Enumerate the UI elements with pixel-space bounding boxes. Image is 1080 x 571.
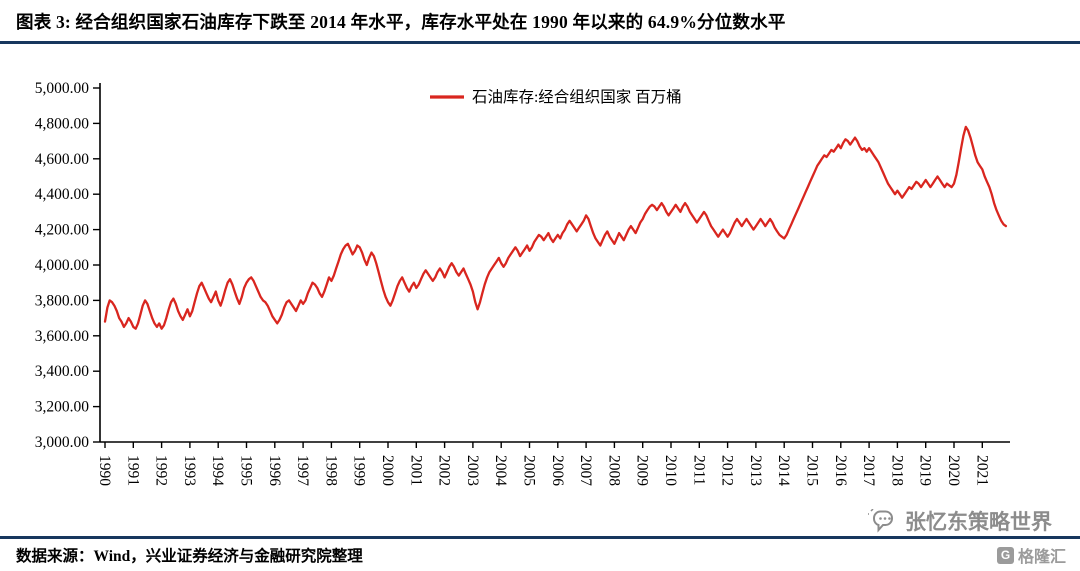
svg-text:2020: 2020 (945, 455, 962, 486)
svg-text:2018: 2018 (888, 455, 905, 486)
svg-text:1994: 1994 (209, 455, 226, 486)
svg-text:3,000.00: 3,000.00 (35, 434, 90, 451)
footer-divider (0, 536, 1080, 539)
svg-text:2008: 2008 (605, 455, 622, 486)
svg-text:1998: 1998 (322, 455, 339, 486)
svg-text:2003: 2003 (464, 455, 481, 486)
svg-text:2004: 2004 (492, 455, 509, 486)
svg-text:2017: 2017 (860, 455, 877, 486)
svg-text:3,200.00: 3,200.00 (35, 399, 90, 416)
svg-text:1995: 1995 (238, 455, 255, 486)
figure-header: 图表 3: 经合组织国家石油库存下跌至 2014 年水平，库存水平处在 1990… (0, 0, 1080, 44)
figure-footer: 数据来源：Wind，兴业证券经济与金融研究院整理 G 格隆汇 (0, 539, 1080, 571)
svg-text:4,600.00: 4,600.00 (35, 151, 90, 168)
svg-text:2013: 2013 (747, 455, 764, 486)
svg-text:2001: 2001 (407, 455, 424, 486)
svg-text:2016: 2016 (832, 455, 849, 486)
svg-text:4,000.00: 4,000.00 (35, 257, 90, 274)
svg-text:2019: 2019 (917, 455, 934, 486)
data-source: 数据来源：Wind，兴业证券经济与金融研究院整理 (16, 548, 363, 565)
svg-text:2005: 2005 (521, 455, 538, 486)
svg-text:5,000.00: 5,000.00 (35, 80, 90, 97)
gelonghui-logo-icon: G (996, 546, 1014, 564)
svg-text:4,200.00: 4,200.00 (35, 222, 90, 239)
svg-text:1992: 1992 (153, 455, 170, 486)
svg-text:1997: 1997 (294, 455, 311, 486)
gelonghui-logo: G 格隆汇 (996, 543, 1066, 567)
svg-text:2010: 2010 (662, 455, 679, 486)
svg-text:2000: 2000 (379, 455, 396, 486)
gelonghui-logo-text: 格隆汇 (1017, 549, 1066, 566)
svg-text:2015: 2015 (804, 455, 821, 486)
watermark: 张忆东策略世界 (868, 506, 1052, 536)
svg-text:2021: 2021 (973, 455, 990, 486)
svg-text:1990: 1990 (96, 455, 113, 486)
svg-text:2002: 2002 (436, 455, 453, 486)
svg-text:1991: 1991 (124, 455, 141, 486)
svg-text:3,800.00: 3,800.00 (35, 292, 90, 309)
svg-text:3,600.00: 3,600.00 (35, 328, 90, 345)
svg-text:4,800.00: 4,800.00 (35, 115, 90, 132)
svg-text:2012: 2012 (719, 455, 736, 486)
svg-text:2007: 2007 (577, 455, 594, 486)
figure-title: 图表 3: 经合组织国家石油库存下跌至 2014 年水平，库存水平处在 1990… (16, 12, 786, 32)
svg-text:4,400.00: 4,400.00 (35, 186, 90, 203)
watermark-text: 张忆东策略世界 (905, 510, 1052, 534)
svg-text:1999: 1999 (351, 455, 368, 486)
svg-text:1993: 1993 (181, 455, 198, 486)
chat-bubbles-icon (868, 509, 893, 533)
svg-text:2014: 2014 (775, 455, 792, 486)
svg-text:石油库存:经合组织国家 百万桶: 石油库存:经合组织国家 百万桶 (472, 88, 682, 106)
svg-text:2009: 2009 (634, 455, 651, 486)
svg-text:3,400.00: 3,400.00 (35, 363, 90, 380)
svg-text:2011: 2011 (690, 455, 707, 485)
svg-text:1996: 1996 (266, 455, 283, 486)
svg-text:2006: 2006 (549, 455, 566, 486)
